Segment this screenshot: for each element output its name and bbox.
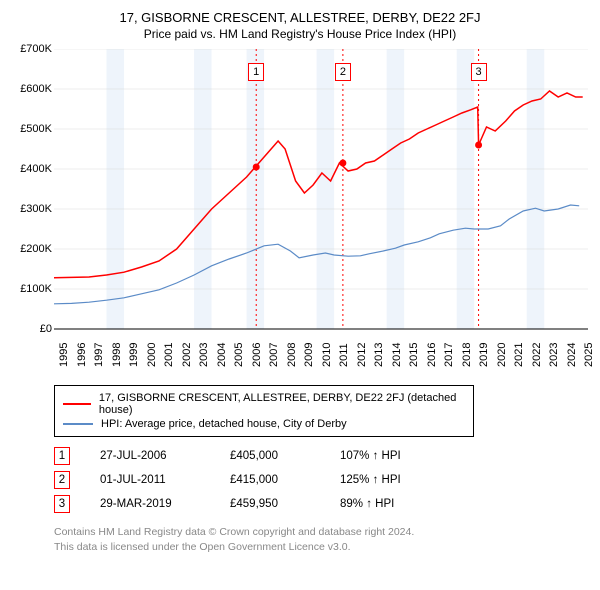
y-axis-label: £0 [8, 323, 52, 335]
x-axis-label: 1998 [111, 343, 123, 367]
chart-title: 17, GISBORNE CRESCENT, ALLESTREE, DERBY,… [8, 10, 592, 25]
x-axis-label: 2003 [198, 343, 210, 367]
x-axis-label: 2014 [391, 343, 403, 367]
sale-marker-3: 3 [471, 63, 487, 81]
chart-svg [54, 49, 588, 379]
x-axis-label: 2005 [233, 343, 245, 367]
x-axis-label: 2013 [373, 343, 385, 367]
y-axis-label: £100K [8, 283, 52, 295]
legend-swatch [63, 403, 91, 405]
x-axis-label: 1999 [128, 343, 140, 367]
legend: 17, GISBORNE CRESCENT, ALLESTREE, DERBY,… [54, 385, 474, 437]
x-axis-label: 2016 [426, 343, 438, 367]
sales-price: £405,000 [230, 450, 340, 462]
sales-date: 29-MAR-2019 [100, 498, 230, 510]
x-axis-label: 2024 [566, 343, 578, 367]
x-axis-label: 2015 [408, 343, 420, 367]
sales-row: 2 01-JUL-2011£415,000125% ↑ HPI [54, 471, 592, 489]
sales-marker: 1 [54, 447, 70, 465]
y-axis-label: £500K [8, 123, 52, 135]
x-axis-label: 2007 [268, 343, 280, 367]
sales-price: £415,000 [230, 474, 340, 486]
sales-pct: 89% ↑ HPI [340, 498, 440, 510]
x-axis-label: 2020 [496, 343, 508, 367]
x-axis-label: 2000 [146, 343, 158, 367]
chart-subtitle: Price paid vs. HM Land Registry's House … [8, 27, 592, 41]
legend-label: 17, GISBORNE CRESCENT, ALLESTREE, DERBY,… [99, 392, 465, 416]
sales-price: £459,950 [230, 498, 340, 510]
x-axis-label: 2004 [216, 343, 228, 367]
legend-row: 17, GISBORNE CRESCENT, ALLESTREE, DERBY,… [63, 392, 465, 416]
sales-row: 1 27-JUL-2006£405,000107% ↑ HPI [54, 447, 592, 465]
y-axis-label: £600K [8, 83, 52, 95]
x-axis-label: 2017 [443, 343, 455, 367]
x-axis-label: 2006 [251, 343, 263, 367]
footer-line-2: This data is licensed under the Open Gov… [54, 540, 592, 555]
chart-area: £0£100K£200K£300K£400K£500K£600K£700K199… [8, 49, 592, 379]
sales-marker: 2 [54, 471, 70, 489]
sales-date: 27-JUL-2006 [100, 450, 230, 462]
sales-pct: 125% ↑ HPI [340, 474, 440, 486]
legend-label: HPI: Average price, detached house, City… [101, 418, 347, 430]
sales-marker: 3 [54, 495, 70, 513]
x-axis-label: 2002 [181, 343, 193, 367]
footer-attribution: Contains HM Land Registry data © Crown c… [54, 525, 592, 554]
x-axis-label: 1997 [93, 343, 105, 367]
x-axis-label: 2011 [338, 343, 350, 367]
x-axis-label: 2008 [286, 343, 298, 367]
y-axis-label: £400K [8, 163, 52, 175]
x-axis-label: 2025 [583, 343, 595, 367]
x-axis-label: 2021 [513, 343, 525, 367]
x-axis-label: 2009 [303, 343, 315, 367]
x-axis-label: 2023 [548, 343, 560, 367]
sales-pct: 107% ↑ HPI [340, 450, 440, 462]
sales-table: 1 27-JUL-2006£405,000107% ↑ HPI 2 01-JUL-20… [54, 447, 592, 513]
sale-marker-1: 1 [248, 63, 264, 81]
y-axis-label: £200K [8, 243, 52, 255]
x-axis-label: 2022 [531, 343, 543, 367]
sale-marker-2: 2 [335, 63, 351, 81]
legend-row: HPI: Average price, detached house, City… [63, 418, 465, 430]
x-axis-label: 2001 [163, 343, 175, 367]
x-axis-label: 2019 [478, 343, 490, 367]
footer-line-1: Contains HM Land Registry data © Crown c… [54, 525, 592, 540]
x-axis-label: 2010 [321, 343, 333, 367]
x-axis-label: 2018 [461, 343, 473, 367]
sales-date: 01-JUL-2011 [100, 474, 230, 486]
x-axis-label: 2012 [356, 343, 368, 367]
y-axis-label: £300K [8, 203, 52, 215]
sales-row: 3 29-MAR-2019£459,95089% ↑ HPI [54, 495, 592, 513]
y-axis-label: £700K [8, 43, 52, 55]
x-axis-label: 1995 [58, 343, 70, 367]
x-axis-label: 1996 [76, 343, 88, 367]
legend-swatch [63, 423, 93, 425]
